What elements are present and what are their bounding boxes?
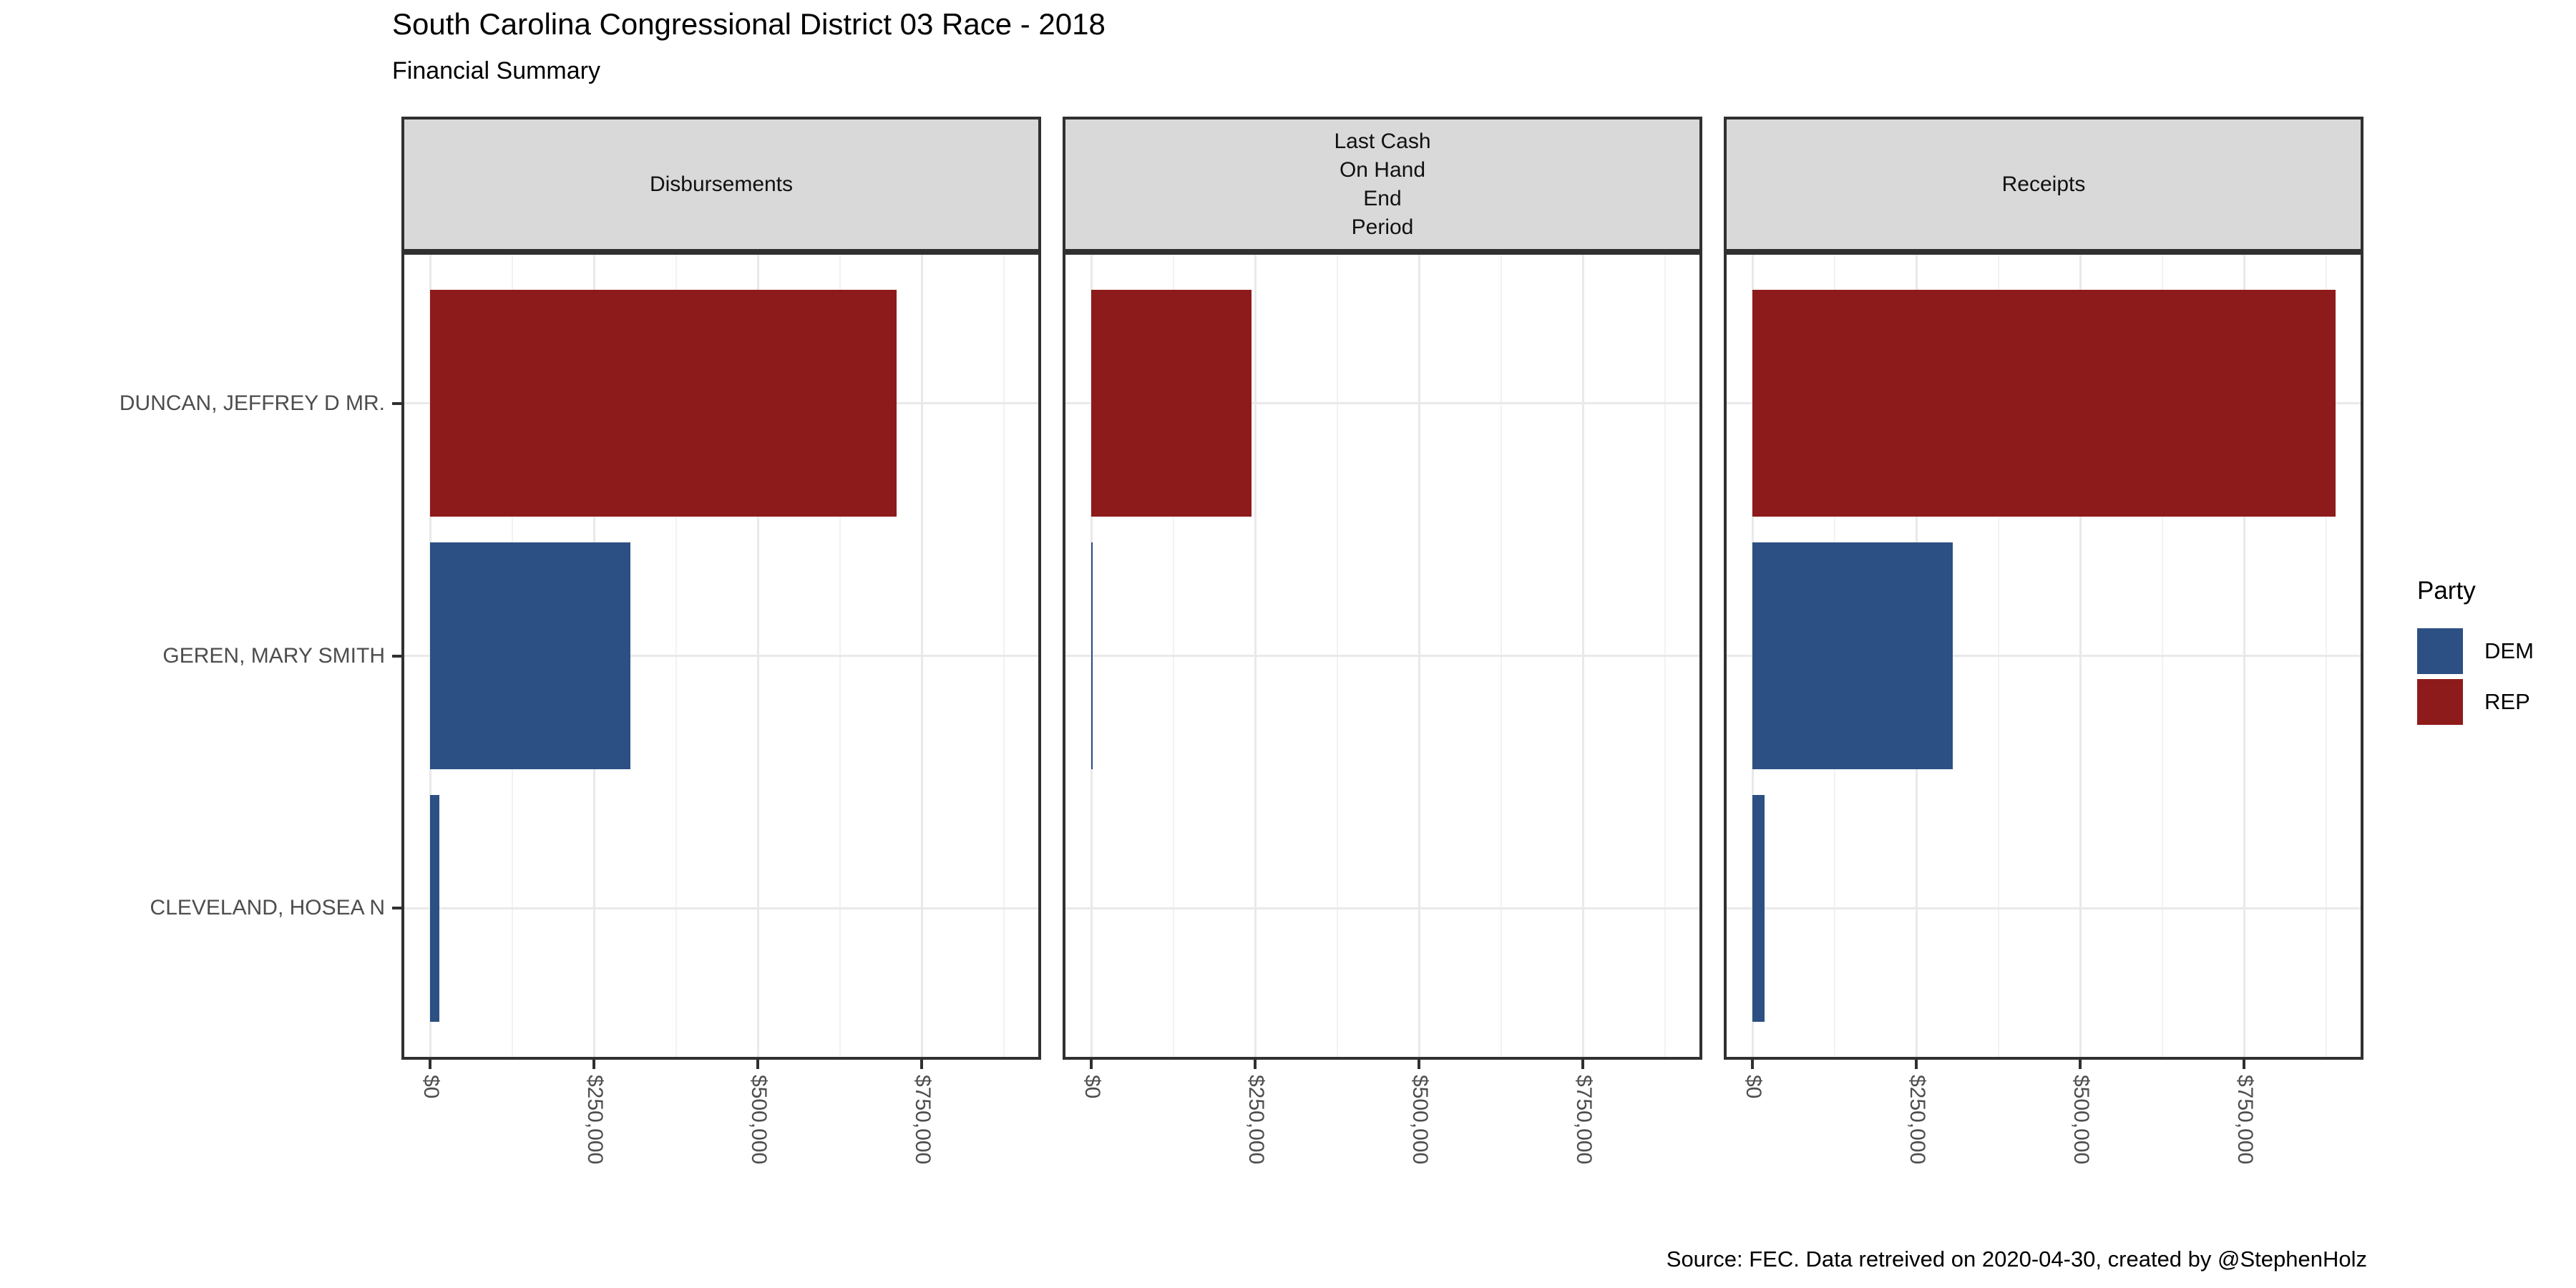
facet-panel (1724, 252, 2363, 1060)
x-tick-mark (1418, 1060, 1420, 1069)
x-tick-mark (1581, 1060, 1584, 1069)
x-tick-label: $500,000 (1408, 1075, 1432, 1165)
source-caption: Source: FEC. Data retreived on 2020-04-3… (1666, 1246, 2367, 1272)
bar-f2-c0 (1752, 289, 2336, 517)
bar-f0-c1 (430, 542, 631, 770)
gridline-major-h (1065, 655, 1699, 657)
bar-f0-c2 (430, 794, 439, 1023)
legend-entry: REP (2417, 679, 2534, 725)
y-axis-label: GEREN, MARY SMITH (162, 643, 385, 668)
gridline-major-h (1727, 655, 2361, 657)
legend: Party DEM REP (2417, 577, 2534, 730)
bar-f1-c1 (1091, 542, 1093, 770)
legend-entry-label: REP (2484, 689, 2530, 714)
facet-strip-label: On Hand (1339, 157, 1426, 182)
x-tick-label: $0 (1080, 1075, 1104, 1099)
x-tick-label: $750,000 (1572, 1075, 1596, 1165)
y-tick-mark (392, 907, 401, 910)
facet-strip-label: Receipts (2001, 172, 2086, 196)
facet-strip: Receipts (1724, 117, 2363, 252)
x-tick-label: $750,000 (911, 1075, 935, 1165)
facet-strip-label: Disbursements (649, 172, 794, 196)
facet-panel (401, 252, 1041, 1060)
x-tick-label: $500,000 (747, 1075, 771, 1165)
x-tick-label: $750,000 (2233, 1075, 2257, 1165)
legend-entry-label: DEM (2484, 638, 2534, 663)
x-tick-mark (1090, 1060, 1093, 1069)
x-tick-label: $250,000 (1244, 1075, 1268, 1165)
x-tick-label: $500,000 (2069, 1075, 2093, 1165)
x-tick-mark (920, 1060, 923, 1069)
x-tick-mark (2243, 1060, 2245, 1069)
y-axis-label: DUNCAN, JEFFREY D MR. (119, 391, 385, 415)
dem-swatch (2417, 628, 2463, 674)
y-axis-label: CLEVELAND, HOSEA N (150, 896, 385, 920)
x-tick-mark (1254, 1060, 1257, 1069)
y-tick-mark (392, 401, 401, 405)
x-tick-mark (429, 1060, 431, 1069)
y-tick-mark (392, 654, 401, 658)
chart-subtitle: Financial Summary (392, 57, 600, 84)
facet-strip: Disbursements (401, 117, 1041, 252)
x-tick-mark (1915, 1060, 1918, 1069)
x-tick-mark (1751, 1060, 1754, 1069)
legend-entry: DEM (2417, 628, 2534, 674)
facet-panel (1063, 252, 1702, 1060)
x-tick-label: $0 (419, 1075, 443, 1099)
x-tick-mark (592, 1060, 595, 1069)
gridline-major-h (404, 907, 1038, 909)
x-tick-label: $250,000 (583, 1075, 607, 1165)
gridline-major-h (1065, 907, 1699, 909)
facet-strip: Last Cash On Hand End Period (1063, 117, 1702, 252)
legend-title: Party (2417, 577, 2476, 605)
gridline-major-h (1727, 907, 2361, 909)
x-tick-mark (2079, 1060, 2082, 1069)
x-tick-mark (756, 1060, 759, 1069)
x-tick-label: $250,000 (1906, 1075, 1929, 1165)
gridline-major-h (404, 655, 1038, 657)
bar-f2-c1 (1752, 542, 1953, 770)
facet-strip-label: Last Cash (1334, 129, 1431, 153)
bar-f1-c0 (1091, 289, 1252, 517)
facet-strip-label: Period (1351, 215, 1414, 239)
legend-entries: DEM REP (2417, 628, 2534, 725)
chart-title: South Carolina Congressional District 03… (392, 7, 1106, 41)
bar-f0-c0 (430, 289, 897, 517)
rep-swatch (2417, 679, 2463, 725)
bar-f2-c2 (1752, 794, 1765, 1023)
gridline-major-h (1065, 402, 1699, 405)
x-tick-label: $0 (1742, 1075, 1765, 1099)
facet-strip-label: End (1363, 186, 1402, 210)
